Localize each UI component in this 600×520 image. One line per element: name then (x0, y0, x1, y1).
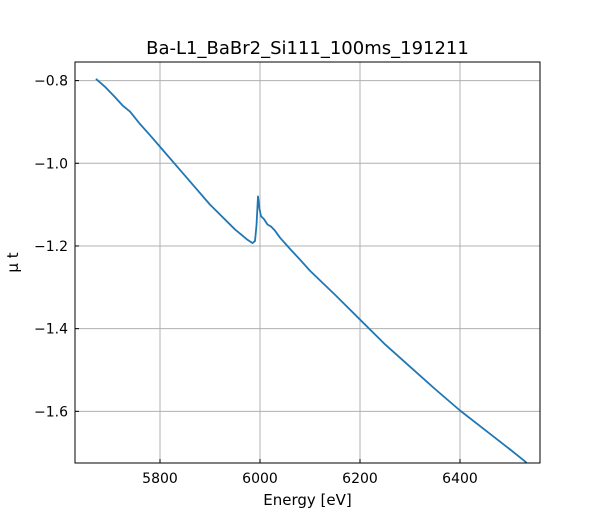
y-tick-label: −1.0 (34, 156, 68, 172)
chart-title: Ba-L1_BaBr2_Si111_100ms_191211 (146, 38, 469, 59)
plot-frame (74, 61, 541, 464)
y-tick-label: −0.8 (34, 74, 68, 90)
x-tick-label: 6200 (342, 471, 378, 487)
series-layer (95, 78, 527, 464)
y-tick-label: −1.4 (34, 322, 68, 338)
y-axis-label: μ t (4, 252, 22, 272)
x-tick-label: 5800 (142, 471, 178, 487)
x-tick-label: 6000 (242, 471, 278, 487)
x-tick-label: 6400 (442, 471, 478, 487)
y-tick-label: −1.2 (34, 239, 68, 255)
ticks: 5800 6000 6200 6400 −0.8 −1.0 −1.2 −1.4 −1.6 (34, 74, 478, 487)
series-line (95, 78, 527, 464)
y-tick-label: −1.6 (34, 404, 68, 420)
x-axis-label: Energy [eV] (263, 491, 351, 509)
grid (75, 62, 540, 463)
